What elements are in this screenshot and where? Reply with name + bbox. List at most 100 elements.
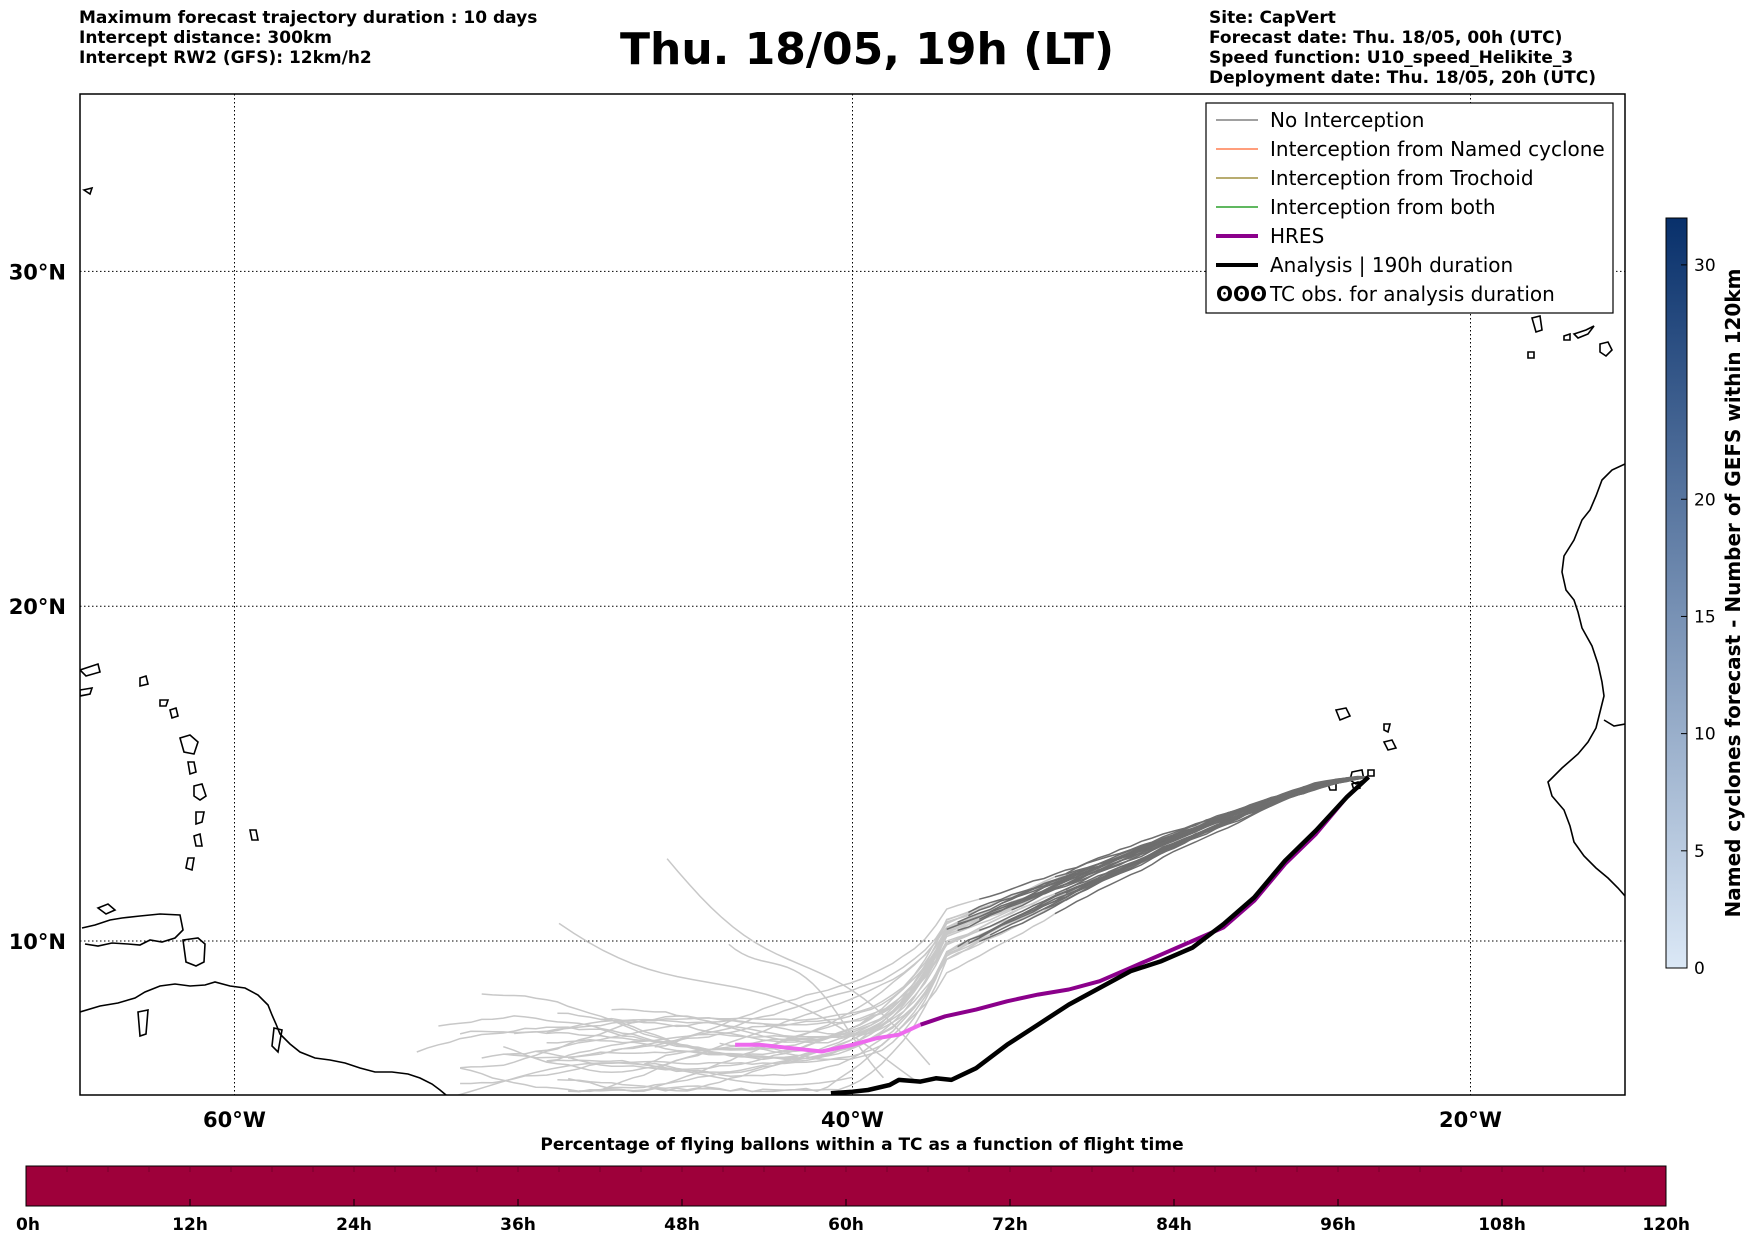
ensemble-track bbox=[978, 776, 1369, 943]
ensemble-track-far bbox=[459, 899, 1067, 1093]
right-colorbar-tick-label: 15 bbox=[1694, 607, 1716, 627]
coast-canary-5 bbox=[1527, 351, 1535, 359]
ensemble-tracks-near bbox=[946, 775, 1369, 948]
coast-south-america bbox=[80, 981, 447, 1095]
right-colorbar-tick-label: 0 bbox=[1694, 959, 1705, 979]
ensemble-track-far bbox=[459, 898, 1023, 1051]
legend-label: TC obs. for analysis duration bbox=[1269, 282, 1555, 306]
legend-symbol: ʘʘʘ bbox=[1216, 282, 1267, 306]
ensemble-track bbox=[1043, 776, 1369, 895]
header-right-line-2: Forecast date: Thu. 18/05, 00h (UTC) bbox=[1209, 28, 1563, 48]
coast-antilles-10 bbox=[249, 829, 259, 841]
header-right-line-4: Deployment date: Thu. 18/05, 20h (UTC) bbox=[1209, 68, 1596, 88]
ensemble-track bbox=[1022, 776, 1369, 901]
right-colorbar-tick-label: 5 bbox=[1694, 842, 1705, 862]
coast-canary-3 bbox=[1572, 325, 1595, 339]
bottom-colorbar-tick-label: 96h bbox=[1320, 1215, 1356, 1235]
coastlines bbox=[80, 186, 1625, 1095]
ensemble-track bbox=[1054, 776, 1369, 915]
bottom-colorbar-tick-label: 84h bbox=[1156, 1215, 1192, 1235]
page-title: Thu. 18/05, 19h (LT) bbox=[620, 24, 1115, 75]
ensemble-track-far bbox=[460, 908, 1045, 1085]
lon-label: 20°W bbox=[1439, 1108, 1502, 1132]
coast-antilles-4 bbox=[187, 761, 197, 776]
bottom-colorbar-tick-label: 24h bbox=[336, 1215, 372, 1235]
ensemble-track-far bbox=[481, 909, 1012, 1059]
legend-label: Analysis | 190h duration bbox=[1270, 253, 1513, 277]
right-colorbar-tick-label: 10 bbox=[1694, 725, 1716, 745]
header-left-line-1: Maximum forecast trajectory duration : 1… bbox=[79, 8, 538, 28]
legend-label: Interception from both bbox=[1270, 195, 1496, 219]
header-right-info: Site: CapVert Forecast date: Thu. 18/05,… bbox=[1209, 8, 1596, 88]
ensemble-track bbox=[1043, 776, 1369, 910]
analysis-track-line bbox=[830, 775, 1371, 1095]
ensemble-track-far bbox=[558, 922, 915, 1081]
lat-label: 30°N bbox=[9, 260, 66, 284]
right-colorbar-tick-label: 20 bbox=[1694, 490, 1716, 510]
coast-antilles-8 bbox=[185, 857, 195, 872]
ensemble-track-far bbox=[643, 945, 958, 1065]
lat-label: 20°N bbox=[9, 595, 66, 619]
bottom-colorbar-tick-label: 12h bbox=[172, 1215, 208, 1235]
coast-capeverde-1 bbox=[1334, 707, 1352, 722]
bottom-colorbar-tick-label: 120h bbox=[1642, 1215, 1690, 1235]
coast-islet-a bbox=[96, 903, 117, 915]
coast-capeverde-2 bbox=[1383, 723, 1392, 734]
right-colorbar-bar bbox=[1665, 217, 1688, 969]
header-left-line-2: Intercept distance: 300km bbox=[79, 28, 332, 48]
header-right-line-3: Speed function: U10_speed_Helikite_3 bbox=[1209, 48, 1574, 68]
ensemble-track-far bbox=[666, 858, 931, 1066]
legend-label: Interception from Trochoid bbox=[1270, 166, 1534, 190]
bottom-colorbar-tick-label: 0h bbox=[16, 1215, 40, 1235]
ensemble-track-far bbox=[557, 940, 980, 1093]
legend-label: Interception from Named cyclone bbox=[1270, 137, 1605, 161]
bottom-colorbar-tick-label: 60h bbox=[828, 1215, 864, 1235]
coast-antilles-7 bbox=[193, 832, 203, 847]
ensemble-track-far bbox=[438, 885, 1056, 1057]
ensemble-track-far bbox=[546, 889, 1066, 1062]
coast-antilles-9 bbox=[169, 706, 179, 720]
coast-islet-c bbox=[271, 1027, 283, 1054]
ensemble-track bbox=[978, 776, 1369, 939]
latitude-labels: 30°N 20°N 10°N bbox=[9, 260, 66, 954]
ensemble-track-far bbox=[719, 895, 1034, 1053]
legend: No Interception Interception from Named c… bbox=[1205, 102, 1614, 314]
coast-africa-bay bbox=[1603, 719, 1625, 727]
lon-label: 60°W bbox=[203, 1108, 266, 1132]
coast-antilles-5 bbox=[193, 783, 207, 801]
bottom-colorbar: Percentage of flying ballons within a TC… bbox=[16, 1135, 1690, 1235]
coast-antilles-1 bbox=[80, 662, 101, 677]
ensemble-track bbox=[1054, 776, 1369, 895]
coast-venezuela-n bbox=[81, 913, 184, 947]
coast-antilles-6 bbox=[195, 811, 205, 826]
coast-capeverde-7 bbox=[1367, 769, 1375, 777]
ensemble-track bbox=[968, 776, 1369, 945]
analysis-track bbox=[830, 775, 1371, 1095]
hres-track bbox=[735, 775, 1370, 1054]
ensemble-track bbox=[1065, 776, 1369, 901]
right-colorbar-title: Named cyclones forecast - Number of GEFS… bbox=[1721, 269, 1745, 918]
map-frame bbox=[79, 93, 1626, 1096]
coast-antilles-3 bbox=[179, 734, 199, 755]
hres-track-early bbox=[919, 775, 1370, 1027]
lon-label: 40°W bbox=[821, 1108, 884, 1132]
coast-antilles-2 bbox=[80, 686, 94, 697]
right-colorbar: 0 5 10 15 20 30 Named cyclones forecast - Num… bbox=[1665, 217, 1745, 979]
coast-antilles-11 bbox=[139, 674, 149, 688]
ensemble-track-far bbox=[611, 898, 980, 1052]
ensemble-tracks-far bbox=[416, 858, 1067, 1095]
coast-canary-2 bbox=[1563, 332, 1571, 341]
bottom-colorbar-tick-label: 36h bbox=[500, 1215, 536, 1235]
ensemble-track-far bbox=[481, 903, 1002, 1051]
coast-west-africa bbox=[1547, 463, 1625, 897]
bottom-colorbar-tick-label: 48h bbox=[664, 1215, 700, 1235]
bottom-colorbar-title: Percentage of flying ballons within a TC… bbox=[540, 1135, 1183, 1155]
bottom-colorbar-tick-label: 108h bbox=[1478, 1215, 1526, 1235]
legend-label: No Interception bbox=[1270, 108, 1424, 132]
coast-antilles-13 bbox=[82, 186, 94, 196]
header-left-info: Maximum forecast trajectory duration : 1… bbox=[79, 8, 537, 68]
longitude-labels: 60°W 40°W 20°W bbox=[203, 1108, 1502, 1132]
ensemble-track-far bbox=[546, 936, 980, 1077]
ensemble-track-far bbox=[514, 876, 1056, 1035]
